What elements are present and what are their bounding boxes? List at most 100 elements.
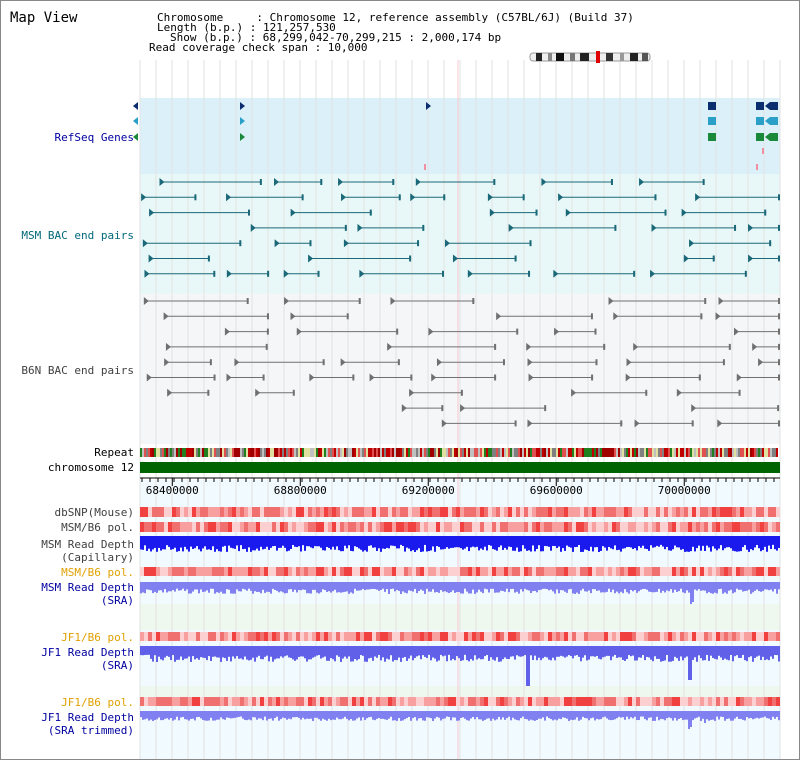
depth-bar (658, 711, 660, 721)
depth-bar (196, 582, 198, 590)
heat-cell (284, 507, 288, 517)
show-range-info: Show (b.p.) : 68,299,042-70,299,215 : 2,… (170, 31, 502, 44)
repeat-segment (562, 448, 564, 457)
depth-bar (228, 711, 230, 718)
depth-bar (418, 711, 420, 719)
heat-cell (744, 567, 748, 576)
depth-bar (254, 646, 256, 662)
depth-bar (512, 536, 514, 551)
heat-cell (700, 522, 704, 532)
heat-cell (448, 697, 452, 706)
msm-bac-end (410, 193, 416, 202)
heat-cell (560, 697, 564, 706)
depth-bar (412, 536, 414, 551)
b6n-bac-end (213, 374, 216, 381)
repeat-segment (248, 448, 250, 457)
heat-cell (480, 567, 484, 576)
repeat-segment (196, 448, 198, 457)
repeat-segment (506, 448, 508, 457)
heat-cell (276, 567, 280, 576)
heat-cell (544, 697, 548, 706)
repeat-segment (510, 448, 512, 457)
heat-cell (220, 697, 224, 706)
depth-bar (720, 711, 722, 717)
heat-cell (628, 507, 632, 517)
repeat-segment (762, 448, 764, 457)
depth-bar (426, 646, 428, 659)
repeat-segment (176, 448, 178, 457)
depth-bar (778, 582, 780, 590)
depth-bar (506, 536, 508, 550)
depth-bar (736, 711, 738, 717)
repeat-segment (466, 448, 468, 457)
depth-bar (656, 646, 658, 659)
heat-cell (440, 507, 444, 517)
repeat-segment (568, 448, 570, 457)
depth-bar (340, 536, 342, 552)
depth-bar (492, 711, 494, 719)
repeat-segment (536, 448, 538, 457)
repeat-segment (692, 448, 694, 457)
depth-bar (518, 536, 520, 552)
heat-cell (204, 632, 208, 641)
heat-cell (308, 522, 312, 532)
depth-bar (568, 711, 570, 721)
depth-bar (376, 582, 378, 590)
heat-cell (336, 522, 340, 532)
heat-cell (236, 567, 240, 576)
heat-cell (596, 567, 600, 576)
depth-bar (474, 582, 476, 594)
heat-cell (408, 522, 412, 532)
msm-bac-track[interactable] (141, 178, 780, 278)
repeat-segment (318, 448, 320, 457)
depth-bar (608, 646, 610, 656)
heat-cell (656, 697, 660, 706)
depth-bar (188, 711, 190, 721)
depth-bar (360, 711, 362, 721)
depth-bar (388, 646, 390, 660)
heat-cell (476, 697, 480, 706)
heat-cell (516, 567, 520, 576)
depth-bar (508, 536, 510, 547)
depth-bar (302, 646, 304, 657)
b6n-bac-track[interactable] (143, 297, 780, 428)
depth-bar (652, 646, 654, 662)
repeat-segment (334, 448, 336, 457)
ruler-tick-label: 68800000 (274, 484, 327, 497)
depth-bar (350, 646, 352, 662)
depth-bar (600, 646, 602, 660)
heat-cell (584, 507, 588, 517)
depth-bar (296, 711, 298, 717)
heat-cell (460, 522, 464, 532)
depth-bar (528, 711, 530, 721)
depth-bar (754, 646, 756, 658)
heat-cell (252, 522, 256, 532)
heat-cell (272, 632, 276, 641)
refseq-genes-track[interactable] (133, 102, 778, 170)
depth-bar (174, 711, 176, 720)
depth-bar (416, 711, 418, 721)
depth-bar (690, 582, 692, 604)
depth-bar (140, 582, 142, 594)
depth-bar (190, 646, 192, 662)
depth-bar (314, 711, 316, 718)
depth-bar (620, 711, 622, 718)
heat-cell (552, 697, 556, 706)
depth-bar (202, 536, 204, 549)
depth-bar (156, 582, 158, 593)
heat-cell (316, 632, 320, 641)
chromosome-ideogram[interactable] (529, 51, 651, 63)
depth-bar (398, 536, 400, 549)
msm-bac-end (250, 223, 256, 232)
repeat-segment (410, 448, 412, 457)
depth-bar (158, 582, 160, 591)
heat-cell (152, 567, 156, 576)
depth-bar (548, 711, 550, 719)
heat-cell (528, 522, 532, 532)
heat-cell (524, 697, 528, 706)
heat-cell (176, 697, 180, 706)
depth-bar (606, 711, 608, 719)
depth-bar (658, 646, 660, 659)
heat-cell (704, 507, 708, 517)
